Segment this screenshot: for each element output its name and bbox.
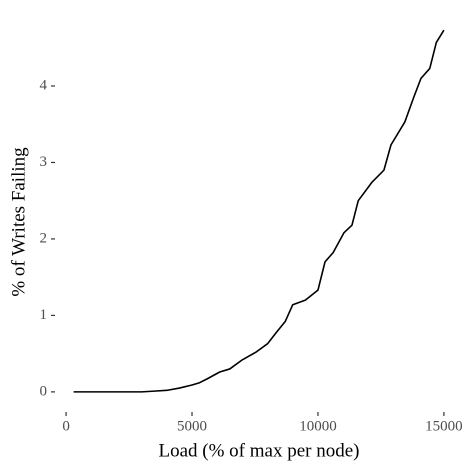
data-line (73, 29, 445, 393)
x-tick-label: 15000 (425, 418, 463, 434)
y-axis-title: % of Writes Failing (8, 147, 29, 297)
x-tick-label: 5000 (177, 418, 207, 434)
y-tick-label: 0 (40, 383, 48, 399)
y-tick-label: 1 (40, 307, 48, 323)
x-tick-label: 10000 (299, 418, 337, 434)
x-axis-title: Load (% of max per node) (158, 440, 359, 461)
y-tick-label: 3 (40, 154, 48, 170)
y-tick-label: 4 (40, 77, 48, 93)
y-tick-label: 2 (40, 230, 48, 246)
x-tick-label: 0 (62, 418, 70, 434)
